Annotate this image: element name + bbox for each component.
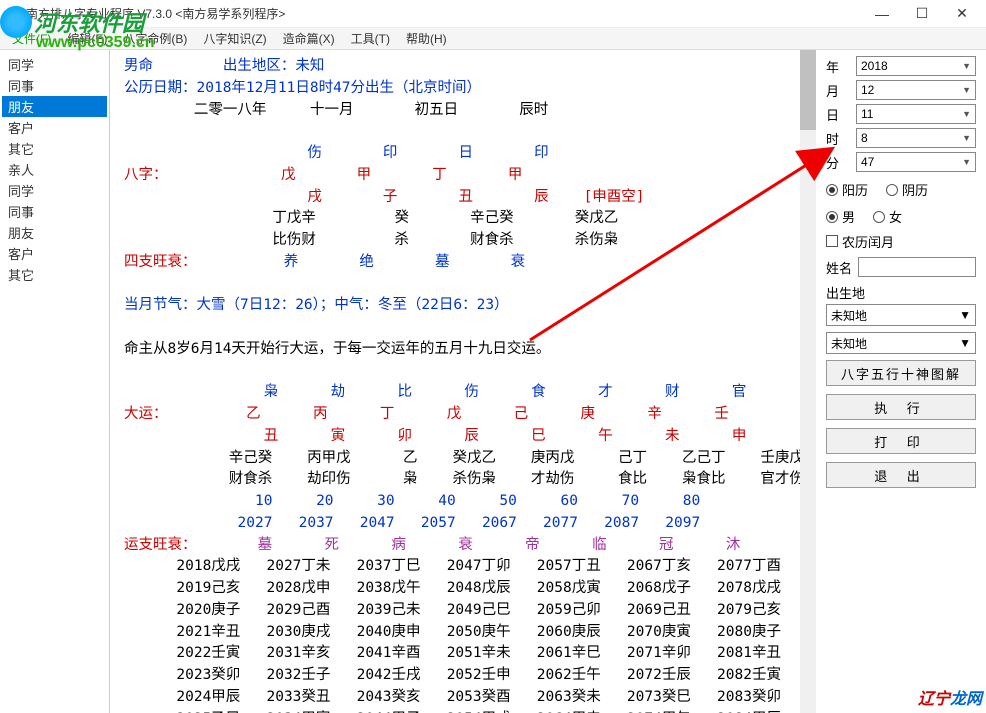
sidebar-item[interactable]: 客户 bbox=[2, 243, 107, 264]
hour-label: 时 bbox=[826, 129, 856, 148]
leap-checkbox[interactable]: 农历闰月 bbox=[826, 232, 976, 251]
print-button[interactable]: 打 印 bbox=[826, 428, 976, 454]
name-input[interactable] bbox=[858, 257, 976, 277]
month-select[interactable]: 12▼ bbox=[856, 80, 976, 100]
exec-button[interactable]: 执 行 bbox=[826, 394, 976, 420]
input-panel: 年2018▼ 月12▼ 日11▼ 时8▼ 分47▼ 阳历 阴历 男 女 农历闰月… bbox=[816, 50, 986, 713]
sidebar-item[interactable]: 亲人 bbox=[2, 159, 107, 180]
radio-male[interactable]: 男 bbox=[826, 207, 855, 226]
menu-zaoming[interactable]: 造命篇(X) bbox=[275, 28, 343, 49]
corner-watermark: 辽宁龙网 bbox=[918, 685, 982, 709]
year-select[interactable]: 2018▼ bbox=[856, 56, 976, 76]
close-button[interactable]: ✕ bbox=[942, 0, 982, 28]
sidebar: 同学同事朋友客户其它亲人同学同事朋友客户其它 bbox=[0, 50, 110, 713]
sidebar-item[interactable]: 其它 bbox=[2, 138, 107, 159]
chart-button[interactable]: 八字五行十神图解 bbox=[826, 360, 976, 386]
sidebar-item[interactable]: 同事 bbox=[2, 75, 107, 96]
month-label: 月 bbox=[826, 81, 856, 100]
menu-file[interactable]: 文件(F) bbox=[4, 28, 59, 49]
maximize-button[interactable]: ☐ bbox=[902, 0, 942, 28]
titlebar: 南方排八字专业程序 V7.3.0 <南方易学系列程序> — ☐ ✕ bbox=[0, 0, 986, 28]
min-select[interactable]: 47▼ bbox=[856, 152, 976, 172]
birth-label: 出生地 bbox=[826, 283, 976, 302]
hour-select[interactable]: 8▼ bbox=[856, 128, 976, 148]
exit-button[interactable]: 退 出 bbox=[826, 462, 976, 488]
menu-tools[interactable]: 工具(T) bbox=[343, 28, 398, 49]
app-icon bbox=[4, 6, 20, 22]
menu-cases[interactable]: 八字命例(B) bbox=[115, 28, 195, 49]
menubar: 文件(F) 编辑(E) 八字命例(B) 八字知识(Z) 造命篇(X) 工具(T)… bbox=[0, 28, 986, 50]
radio-solar[interactable]: 阳历 bbox=[826, 180, 868, 199]
sidebar-item[interactable]: 同学 bbox=[2, 54, 107, 75]
sidebar-item[interactable]: 客户 bbox=[2, 117, 107, 138]
sidebar-item[interactable]: 其它 bbox=[2, 264, 107, 285]
radio-lunar[interactable]: 阴历 bbox=[886, 180, 928, 199]
window-title: 南方排八字专业程序 V7.3.0 <南方易学系列程序> bbox=[26, 5, 862, 22]
day-label: 日 bbox=[826, 105, 856, 124]
menu-knowledge[interactable]: 八字知识(Z) bbox=[195, 28, 274, 49]
name-label: 姓名 bbox=[826, 258, 852, 277]
year-label: 年 bbox=[826, 57, 856, 76]
birth-province[interactable]: 未知地▼ bbox=[826, 304, 976, 326]
bazi-text: 男命 出生地区：未知 公历日期：2018年12月11日8时47分出生（北京时间）… bbox=[124, 56, 806, 713]
menu-help[interactable]: 帮助(H) bbox=[398, 28, 455, 49]
sidebar-item[interactable]: 同学 bbox=[2, 180, 107, 201]
day-select[interactable]: 11▼ bbox=[856, 104, 976, 124]
sidebar-item[interactable]: 朋友 bbox=[2, 96, 107, 117]
min-label: 分 bbox=[826, 153, 856, 172]
main-output: 男命 出生地区：未知 公历日期：2018年12月11日8时47分出生（北京时间）… bbox=[110, 50, 816, 713]
menu-edit[interactable]: 编辑(E) bbox=[59, 28, 115, 49]
minimize-button[interactable]: — bbox=[862, 0, 902, 28]
sidebar-item[interactable]: 朋友 bbox=[2, 222, 107, 243]
sidebar-item[interactable]: 同事 bbox=[2, 201, 107, 222]
birth-city[interactable]: 未知地▼ bbox=[826, 332, 976, 354]
scrollbar[interactable] bbox=[800, 50, 816, 713]
radio-female[interactable]: 女 bbox=[873, 207, 902, 226]
